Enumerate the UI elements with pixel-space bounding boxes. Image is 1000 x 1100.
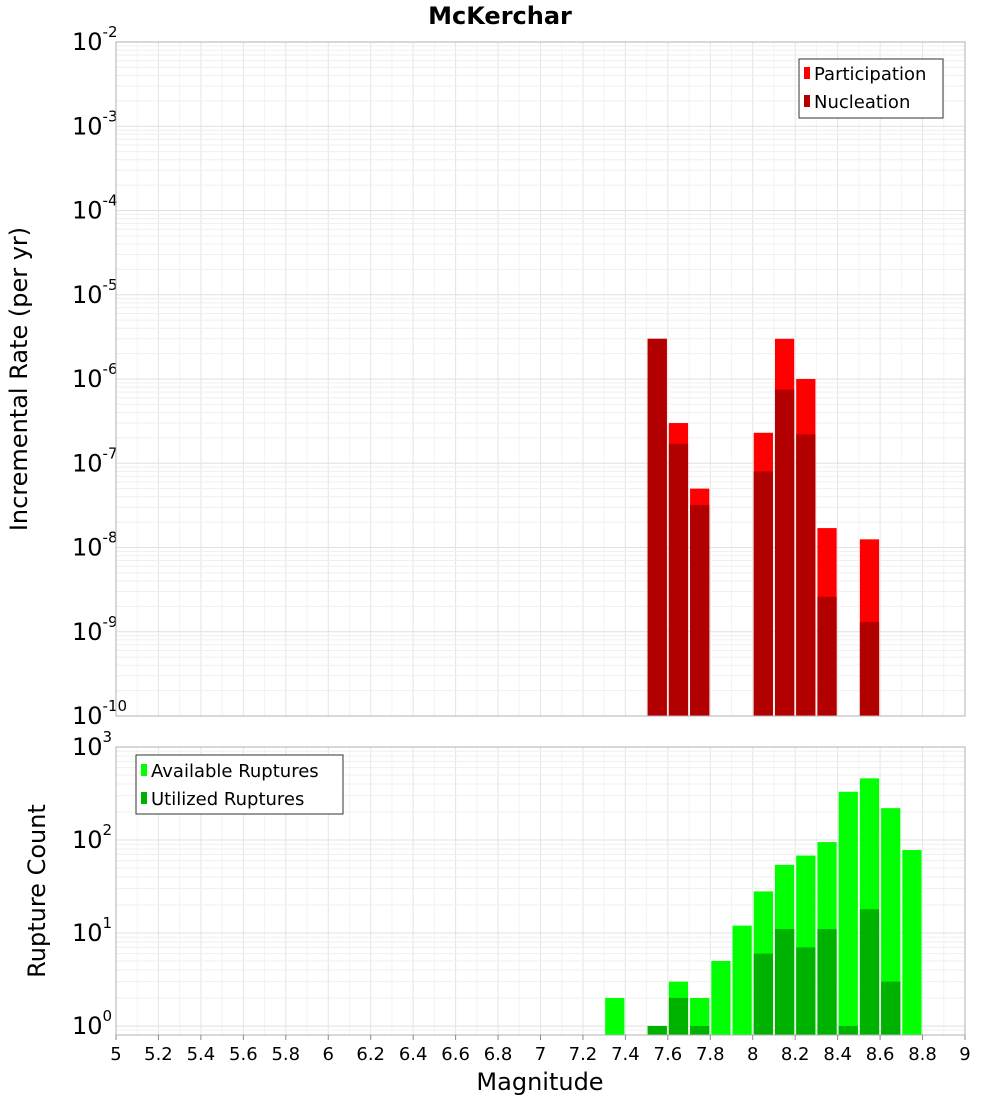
count-bar-primary bbox=[732, 925, 752, 1035]
count-bar-secondary bbox=[753, 953, 773, 1035]
top-y-tick-label: 10-2 bbox=[72, 23, 118, 56]
x-tick-label: 8.2 bbox=[781, 1044, 810, 1065]
top-plot-grid bbox=[115, 41, 966, 717]
count-bar-secondary bbox=[838, 1025, 858, 1035]
count-bar-primary bbox=[838, 791, 858, 1035]
top-plot-y-ticks: 10-2 10-3 10-4 10-5 10-6 10-7 10-8 10-9 10-10 bbox=[72, 23, 127, 730]
legend-label-utilized: Utilized Ruptures bbox=[151, 789, 304, 810]
rate-bar-secondary bbox=[647, 338, 667, 716]
x-tick-label: 7.2 bbox=[569, 1044, 598, 1065]
x-tick-label: 6.8 bbox=[484, 1044, 513, 1065]
x-tick-label: 8.6 bbox=[866, 1044, 895, 1065]
x-tick-label: 7.4 bbox=[611, 1044, 640, 1065]
count-bar-secondary bbox=[796, 947, 816, 1035]
count-bar-secondary bbox=[690, 1025, 710, 1035]
top-y-tick-label: 10-10 bbox=[72, 697, 127, 730]
x-axis-ticks: 5 5.2 5.4 5.6 5.8 6 6.2 6.4 6.6 6.8 7 7.2 7.4 7.6 7.8 8… bbox=[110, 1035, 971, 1065]
count-bar-secondary bbox=[774, 929, 795, 1035]
legend-swatch-utilized bbox=[141, 792, 147, 804]
top-y-tick-label: 10-8 bbox=[72, 529, 118, 562]
count-bar-primary bbox=[690, 997, 710, 1035]
count-bar-secondary bbox=[817, 929, 837, 1035]
rate-bar-secondary bbox=[859, 622, 880, 716]
top-y-tick-label: 10-4 bbox=[72, 192, 118, 225]
rate-bar-secondary bbox=[817, 596, 837, 716]
legend-swatch-nucleation bbox=[804, 95, 810, 107]
legend-swatch-participation bbox=[804, 67, 810, 79]
rate-bar-secondary bbox=[753, 471, 773, 716]
legend-label-participation: Participation bbox=[814, 64, 926, 85]
x-tick-label: 8.8 bbox=[908, 1044, 937, 1065]
rate-bar-secondary bbox=[796, 434, 816, 716]
legend-label-nucleation: Nucleation bbox=[814, 92, 910, 113]
x-axis-label: Magnitude bbox=[476, 1068, 603, 1096]
x-tick-label: 5.6 bbox=[229, 1044, 258, 1065]
x-tick-label: 7.6 bbox=[654, 1044, 683, 1065]
x-tick-label: 9 bbox=[959, 1044, 970, 1065]
x-tick-label: 7.8 bbox=[696, 1044, 725, 1065]
x-tick-label: 5.4 bbox=[187, 1044, 216, 1065]
bottom-y-tick-label: 101 bbox=[72, 914, 112, 947]
x-tick-label: 5.8 bbox=[271, 1044, 300, 1065]
rate-bar-secondary bbox=[690, 504, 710, 716]
x-tick-label: 5 bbox=[110, 1044, 121, 1065]
top-y-tick-label: 10-5 bbox=[72, 276, 118, 309]
bottom-y-tick-label: 103 bbox=[72, 728, 112, 761]
count-bar-secondary bbox=[647, 1025, 667, 1035]
bottom-plot-y-ticks: 103 102 101 100 bbox=[72, 728, 112, 1040]
x-tick-label: 8 bbox=[747, 1044, 758, 1065]
x-tick-label: 6 bbox=[323, 1044, 334, 1065]
count-bar-primary bbox=[711, 960, 731, 1035]
top-plot-border bbox=[115, 41, 966, 717]
chart-title: McKerchar bbox=[428, 2, 572, 30]
bottom-legend-box bbox=[135, 754, 344, 815]
legend-label-available: Available Ruptures bbox=[151, 761, 319, 782]
top-y-axis-label: Incremental Rate (per yr) bbox=[5, 227, 33, 531]
x-tick-label: 7 bbox=[535, 1044, 546, 1065]
top-y-tick-label: 10-6 bbox=[72, 360, 118, 393]
bottom-y-axis-label: Rupture Count bbox=[23, 804, 51, 978]
count-bar-secondary bbox=[859, 909, 880, 1035]
x-tick-label: 6.4 bbox=[399, 1044, 428, 1065]
count-bar-secondary bbox=[668, 997, 689, 1035]
count-bar-secondary bbox=[881, 981, 901, 1035]
top-legend-box bbox=[798, 58, 944, 119]
x-tick-label: 6.6 bbox=[441, 1044, 470, 1065]
bottom-plot: 103 102 101 100 Rupture Count Available Rup… bbox=[23, 728, 971, 1096]
bottom-y-tick-label: 102 bbox=[72, 821, 112, 854]
count-bar-primary bbox=[881, 808, 901, 1035]
bottom-legend: Available Ruptures Utilized Ruptures bbox=[135, 754, 344, 815]
top-legend: Participation Nucleation bbox=[798, 58, 944, 119]
top-y-tick-label: 10-3 bbox=[72, 107, 118, 140]
rate-bar-secondary bbox=[774, 389, 795, 716]
x-tick-label: 8.4 bbox=[823, 1044, 852, 1065]
rate-bar-secondary bbox=[668, 443, 689, 716]
count-bar-primary bbox=[605, 997, 625, 1035]
top-y-tick-label: 10-9 bbox=[72, 613, 118, 646]
bottom-y-tick-label: 100 bbox=[72, 1007, 112, 1040]
x-tick-label: 6.2 bbox=[356, 1044, 385, 1065]
legend-swatch-available bbox=[141, 764, 147, 776]
x-tick-label: 5.2 bbox=[144, 1044, 173, 1065]
count-bar-primary bbox=[902, 850, 922, 1035]
top-plot: 10-2 10-3 10-4 10-5 10-6 10-7 10-8 10-9 10-10 In… bbox=[5, 23, 966, 730]
top-y-tick-label: 10-7 bbox=[72, 444, 118, 477]
top-plot-bars bbox=[647, 338, 880, 716]
bottom-plot-bars bbox=[605, 778, 922, 1035]
